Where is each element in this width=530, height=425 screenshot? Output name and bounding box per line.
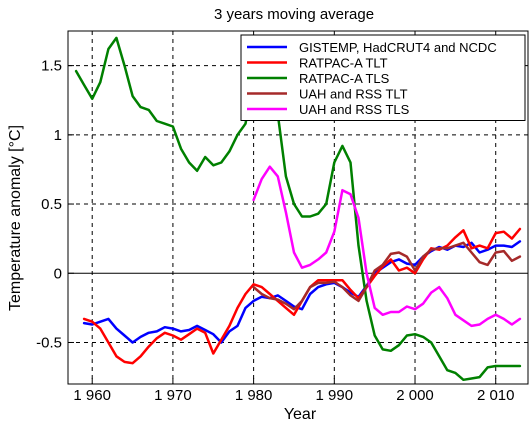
legend-label: UAH and RSS TLT (299, 87, 408, 102)
x-tick-label: 1 990 (316, 387, 354, 404)
chart-title: 3 years moving average (214, 6, 374, 23)
series-line (252, 241, 522, 311)
series-line (82, 240, 522, 344)
legend-box (240, 34, 526, 121)
y-tick-label: 0.5 (41, 196, 62, 213)
legend-label: RATPAC-A TLT (299, 56, 388, 71)
y-tick-label: 1.5 (41, 58, 62, 75)
y-axis-label: Temperature anomaly [°C] (7, 125, 24, 311)
x-tick-label: 2 010 (477, 387, 515, 404)
legend-label: RATPAC-A TLS (299, 71, 390, 86)
x-tick-label: 1 970 (154, 387, 192, 404)
y-tick-label: 0 (54, 265, 62, 282)
y-axis-ticks: -0.5 0 0.5 1 1.5 (36, 58, 74, 351)
y-tick-label: 1 (54, 127, 62, 144)
x-tick-label: 2 000 (396, 387, 434, 404)
x-axis-label: Year (284, 406, 317, 423)
legend-label: UAH and RSS TLS (299, 102, 410, 117)
series-line (74, 36, 522, 382)
y-tick-label: -0.5 (36, 334, 62, 351)
series-lines (74, 36, 522, 382)
x-axis-ticks: 1 960 1 970 1 980 1 990 2 000 2 010 (73, 378, 514, 404)
x-tick-label: 1 980 (235, 387, 273, 404)
legend-label: GISTEMP, HadCRUT4 and NCDC (299, 40, 497, 55)
series-line (82, 227, 522, 365)
plot-frame (67, 30, 529, 385)
x-tick-label: 1 960 (73, 387, 111, 404)
series-line (252, 165, 522, 328)
